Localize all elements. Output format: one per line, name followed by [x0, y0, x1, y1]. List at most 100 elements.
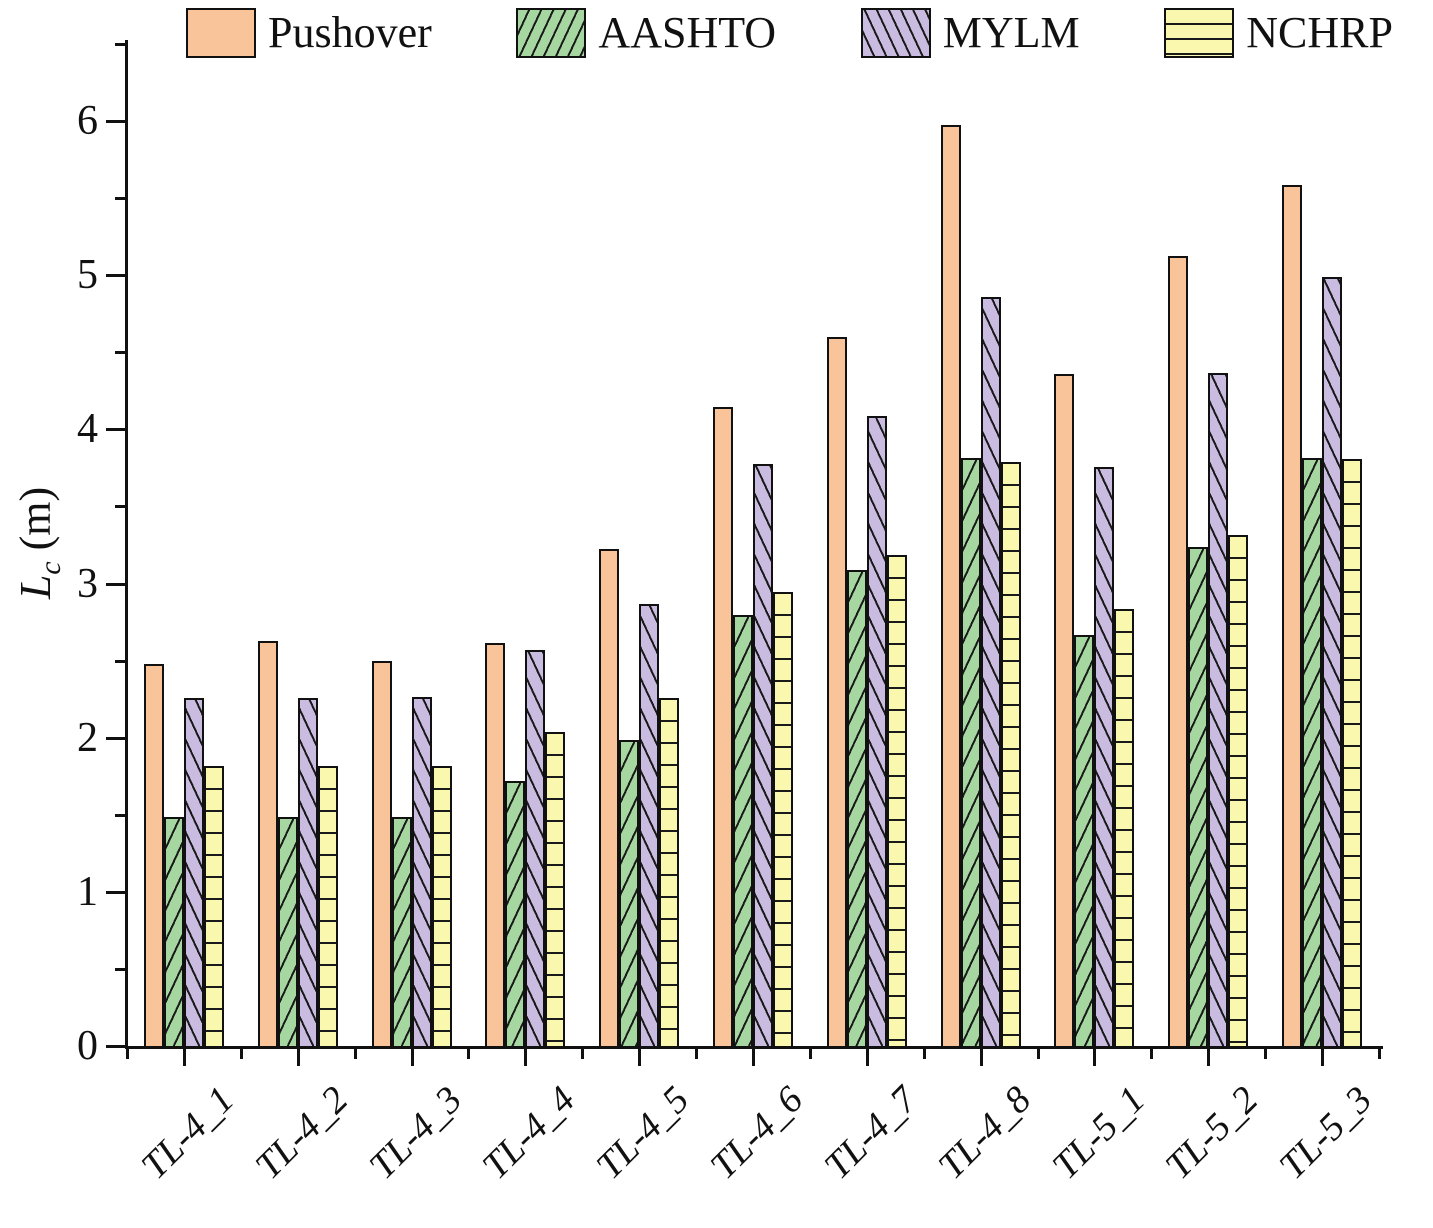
x-boundary-tick [1378, 1049, 1381, 1059]
x-center-tick [865, 1049, 869, 1066]
bar-mylm-TL-5_3 [1322, 277, 1343, 1048]
bar-aashto-TL-4_6 [733, 615, 753, 1048]
legend-swatch-nchrp [1164, 8, 1235, 58]
x-boundary-tick [353, 1049, 357, 1059]
legend-item-nchrp: NCHRP [1164, 8, 1393, 58]
bar-pushover-TL-4_4 [485, 643, 506, 1048]
y-minor-tick [115, 351, 127, 355]
y-tick-label: 0 [77, 1023, 98, 1069]
y-major-tick [106, 120, 127, 124]
bar-mylm-TL-4_7 [866, 416, 887, 1048]
bar-nchrp-TL-4_3 [431, 766, 452, 1048]
y-tick-label: 3 [77, 560, 98, 607]
y-tick-label: 5 [77, 252, 98, 299]
bar-nchrp-TL-4_4 [545, 732, 566, 1048]
x-center-tick [638, 1049, 642, 1066]
bar-aashto-TL-4_1 [163, 817, 184, 1048]
y-axis-line [125, 40, 128, 1048]
x-boundary-tick [1036, 1049, 1040, 1059]
y-minor-tick [115, 813, 127, 817]
bar-mylm-TL-4_4 [525, 650, 546, 1048]
y-tick-label: 4 [77, 406, 98, 453]
y-minor-tick [115, 659, 127, 663]
y-minor-tick [115, 197, 127, 201]
legend-label-pushover: Pushover [268, 8, 432, 57]
legend-item-pushover: Pushover [186, 8, 432, 58]
y-tick-label: 1 [77, 868, 98, 915]
bar-aashto-TL-5_1 [1074, 635, 1095, 1048]
x-category-label: TL-4_5 [588, 1078, 698, 1188]
x-category-label: TL-4_4 [474, 1078, 584, 1188]
x-boundary-tick [126, 1049, 129, 1059]
bar-mylm-TL-4_2 [297, 698, 318, 1048]
y-tick-label: 2 [77, 714, 98, 761]
x-center-tick [524, 1049, 528, 1066]
bar-nchrp-TL-4_2 [317, 766, 338, 1048]
x-category-label: TL-5_2 [1157, 1078, 1267, 1188]
bar-aashto-TL-4_4 [505, 781, 526, 1048]
x-boundary-tick [922, 1049, 926, 1059]
x-category-label: TL-5_3 [1271, 1078, 1381, 1188]
x-center-tick [410, 1049, 414, 1066]
bar-aashto-TL-4_7 [846, 570, 867, 1048]
x-center-tick [1321, 1049, 1325, 1066]
bar-pushover-TL-4_7 [826, 337, 847, 1048]
bar-aashto-TL-4_3 [391, 817, 412, 1048]
bar-nchrp-TL-5_2 [1228, 535, 1249, 1048]
bar-mylm-TL-4_6 [753, 464, 773, 1048]
legend-swatch-mylm [860, 8, 931, 58]
y-major-tick [106, 890, 127, 894]
y-major-tick [106, 274, 127, 278]
chart-legend: Pushover AASHTO MYLM NCHRP [186, 4, 1393, 62]
y-major-tick [106, 582, 127, 586]
x-category-label: TL-4_3 [360, 1078, 470, 1188]
bar-pushover-TL-4_3 [371, 661, 392, 1048]
y-major-tick [106, 428, 127, 432]
x-category-label: TL-4_7 [816, 1078, 926, 1188]
x-category-label: TL-4_8 [930, 1078, 1039, 1188]
legend-label-mylm: MYLM [942, 8, 1080, 57]
bar-nchrp-TL-4_8 [1000, 462, 1021, 1048]
bar-pushover-TL-5_2 [1168, 256, 1189, 1048]
legend-swatch-aashto [516, 8, 587, 58]
y-minor-tick [115, 967, 127, 971]
bar-aashto-TL-5_3 [1302, 458, 1323, 1048]
bar-aashto-TL-4_8 [960, 458, 981, 1048]
bar-mylm-TL-4_3 [411, 697, 432, 1048]
y-minor-tick [115, 43, 127, 46]
x-center-tick [1093, 1049, 1097, 1066]
bar-pushover-TL-4_8 [940, 125, 961, 1048]
legend-label-nchrp: NCHRP [1246, 8, 1393, 57]
legend-item-aashto: AASHTO [516, 8, 776, 58]
x-boundary-tick [581, 1049, 585, 1059]
x-category-label: TL-4_1 [133, 1078, 243, 1188]
x-category-label: TL-5_1 [1043, 1078, 1153, 1188]
bar-aashto-TL-5_2 [1188, 547, 1209, 1048]
bar-pushover-TL-5_1 [1054, 374, 1075, 1048]
bar-aashto-TL-4_5 [619, 740, 640, 1048]
x-boundary-tick [239, 1049, 243, 1059]
bar-pushover-TL-4_2 [257, 641, 278, 1048]
legend-item-mylm: MYLM [860, 8, 1080, 58]
bar-nchrp-TL-4_1 [203, 766, 224, 1048]
bar-nchrp-TL-4_5 [659, 698, 680, 1048]
bar-mylm-TL-5_2 [1208, 373, 1229, 1048]
x-boundary-tick [1264, 1049, 1268, 1059]
y-minor-tick [115, 505, 127, 509]
x-boundary-tick [467, 1049, 471, 1059]
y-major-tick [106, 736, 127, 740]
x-center-tick [752, 1049, 755, 1066]
legend-label-aashto: AASHTO [598, 8, 777, 57]
bar-nchrp-TL-4_7 [886, 555, 907, 1048]
legend-swatch-pushover [186, 8, 256, 58]
bar-pushover-TL-5_3 [1282, 185, 1303, 1048]
bar-pushover-TL-4_1 [143, 664, 164, 1048]
y-tick-label: 6 [77, 98, 98, 145]
bar-mylm-TL-4_5 [639, 604, 660, 1048]
bar-aashto-TL-4_2 [277, 817, 298, 1048]
x-center-tick [296, 1049, 300, 1066]
x-boundary-tick [808, 1049, 812, 1059]
y-major-tick [106, 1045, 127, 1048]
y-axis-title-unit: (m) [11, 486, 61, 562]
